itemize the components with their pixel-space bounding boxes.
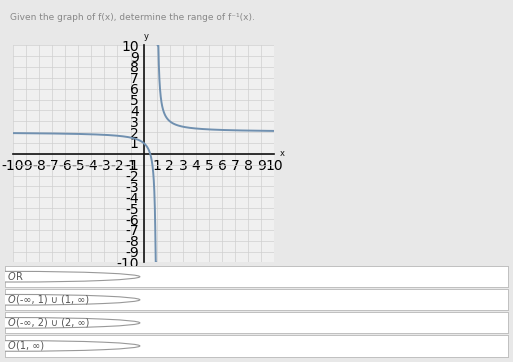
Circle shape	[0, 317, 140, 328]
Text: y: y	[144, 32, 149, 41]
Text: O: O	[8, 341, 15, 351]
Text: x: x	[280, 150, 285, 158]
Circle shape	[0, 341, 140, 351]
Text: (-∞, 2) ∪ (2, ∞): (-∞, 2) ∪ (2, ∞)	[16, 318, 90, 328]
Text: (-∞, 1) ∪ (1, ∞): (-∞, 1) ∪ (1, ∞)	[16, 295, 89, 305]
Text: O: O	[8, 295, 15, 305]
Text: O: O	[8, 318, 15, 328]
Text: O: O	[8, 272, 15, 282]
Text: R: R	[16, 272, 23, 282]
Text: (1, ∞): (1, ∞)	[16, 341, 44, 351]
Text: Given the graph of f(x), determine the range of f⁻¹(x).: Given the graph of f(x), determine the r…	[10, 13, 255, 22]
Circle shape	[0, 272, 140, 282]
Circle shape	[0, 294, 140, 305]
